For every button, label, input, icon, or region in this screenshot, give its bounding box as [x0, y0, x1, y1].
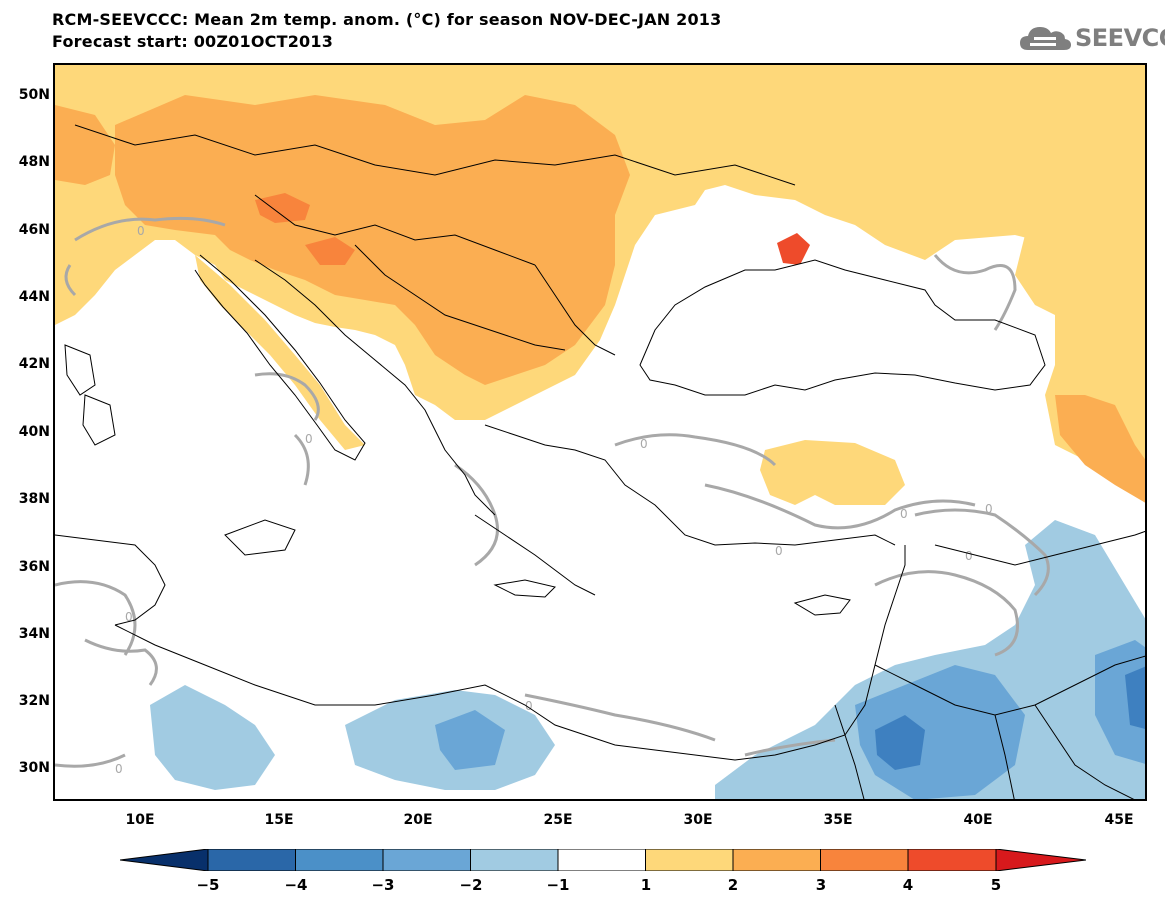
anomaly-area-3to4-crimea: [777, 233, 810, 265]
colorbar-label: 2: [727, 876, 739, 894]
lon-label: 45E: [1104, 812, 1134, 828]
coastlines-and-borders: [55, 124, 1145, 799]
forecast-start-label: Forecast start: 00Z01OCT2013: [52, 32, 334, 51]
anomaly-area-2to3-west: [55, 105, 115, 185]
colorbar-segment: [295, 848, 384, 872]
lat-label: 34N: [18, 626, 50, 642]
colorbar-label: −2: [459, 876, 483, 894]
lon-label: 35E: [823, 812, 853, 828]
lon-label: 30E: [683, 812, 713, 828]
anomaly-area-3to4-balkans: [305, 237, 355, 265]
contour-label: 0: [525, 699, 533, 713]
lat-label: 30N: [18, 760, 50, 776]
lat-label: 32N: [18, 693, 50, 709]
colorbar-label: −3: [371, 876, 395, 894]
anomaly-area-2to3-caucasus: [1055, 395, 1145, 503]
contour-label: 0: [775, 544, 783, 558]
zero-contours: [55, 216, 1050, 768]
colorbar-label: −4: [284, 876, 308, 894]
colorbar-arrow-left: [119, 848, 209, 872]
colorbar-label: 3: [815, 876, 827, 894]
contour-label: 0: [900, 507, 908, 521]
anomaly-area-m3tom4-iraq: [1125, 666, 1145, 729]
lat-label: 36N: [18, 559, 50, 575]
lon-label: 10E: [125, 812, 155, 828]
contour-label: 0: [305, 432, 313, 446]
colorbar-label: 4: [902, 876, 914, 894]
colorbar-label: −5: [196, 876, 220, 894]
lat-label: 48N: [18, 154, 50, 170]
lon-label: 20E: [403, 812, 433, 828]
black-sea: [640, 260, 1045, 395]
cloud-icon: [1020, 27, 1071, 50]
colorbar-label: 1: [640, 876, 652, 894]
colorbar-arrow-right: [995, 848, 1087, 872]
lon-label: 25E: [543, 812, 573, 828]
anomaly-area-2to3-central: [115, 95, 630, 385]
colorbar-segment: [820, 848, 909, 872]
colorbar-segment: [645, 848, 734, 872]
map-panel[interactable]: 0 0 0 0 0 0 0 0 0 0: [53, 63, 1147, 801]
anomaly-area-m1tom2-levant: [715, 520, 1145, 799]
anomaly-area-m2tom3-libya: [435, 710, 505, 770]
colorbar-segment: [907, 848, 997, 872]
temperature-anomaly-map: 0 0 0 0 0 0 0 0 0 0: [55, 65, 1145, 799]
lon-label: 15E: [264, 812, 294, 828]
anomaly-area-m2tom3-iraq: [1095, 640, 1145, 764]
colorbar-segment: [207, 848, 296, 872]
map-title: RCM-SEEVCCC: Mean 2m temp. anom. (°C) fo…: [52, 10, 722, 29]
anomaly-area-m3tom4-jordan: [875, 715, 925, 770]
lat-label: 44N: [18, 289, 50, 305]
lat-label: 50N: [18, 87, 50, 103]
colorbar-segment: [470, 848, 559, 872]
colorbar-segment: [557, 848, 646, 872]
colorbar-segment: [382, 848, 471, 872]
lat-label: 46N: [18, 222, 50, 238]
seevccc-logo: SEEVCCC: [1018, 20, 1165, 56]
colorbar-segment: [732, 848, 821, 872]
colorbar: [119, 848, 1087, 875]
lat-label: 40N: [18, 424, 50, 440]
colorbar-label: −1: [546, 876, 570, 894]
contour-label: 0: [137, 224, 145, 238]
contour-label: 0: [125, 610, 133, 624]
colorbar-label: 5: [990, 876, 1002, 894]
contour-label: 0: [985, 502, 993, 516]
logo-text: SEEVCCC: [1075, 24, 1165, 52]
contour-label: 0: [640, 437, 648, 451]
contour-label-group: 0 0 0 0 0 0 0 0 0 0: [115, 224, 993, 776]
anomaly-area-1to2-italy: [195, 255, 365, 450]
contour-label: 0: [965, 549, 973, 563]
contour-label: 0: [115, 762, 123, 776]
anomaly-area-3to4-alps: [255, 193, 310, 223]
anomaly-area-1to2-anatolia: [760, 440, 905, 505]
lat-label: 42N: [18, 356, 50, 372]
lat-label: 38N: [18, 491, 50, 507]
colorbar-graphic: [119, 848, 1087, 872]
anomaly-area-m1tom2-libya: [150, 685, 275, 790]
lon-label: 40E: [963, 812, 993, 828]
